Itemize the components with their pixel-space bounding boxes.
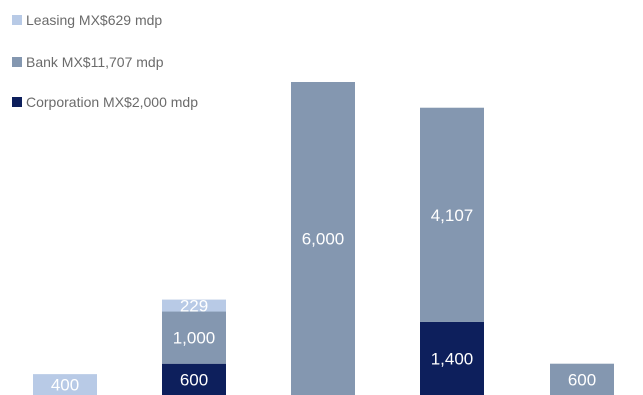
legend-label-bank: Bank MX$11,707 mdp [26, 54, 164, 70]
data-label-bank-5: 600 [568, 370, 596, 389]
chart-bars [33, 82, 614, 395]
legend-swatch-corporation [12, 97, 22, 107]
bar-bank-3 [291, 82, 355, 395]
data-label-bank-3: 6,000 [302, 230, 345, 249]
bar-corporation-4 [420, 321, 484, 395]
legend-label-leasing: Leasing MX$629 mdp [26, 12, 162, 28]
data-label-corporation-2: 600 [180, 370, 208, 389]
legend-swatch-bank [12, 57, 22, 67]
data-label-leasing-2: 229 [180, 297, 208, 316]
data-label-bank-4: 4,107 [431, 206, 474, 225]
bar-corporation-2 [162, 363, 226, 395]
bar-bank-4 [420, 107, 484, 322]
data-label-leasing-1: 400 [51, 376, 79, 395]
bar-leasing-1 [33, 374, 97, 395]
chart-data-labels: 400 600 1,000 229 6,000 1,400 4,107 600 [51, 206, 596, 395]
bar-bank-5 [550, 363, 614, 395]
bar-leasing-2 [162, 299, 226, 312]
data-label-bank-2: 1,000 [173, 329, 216, 348]
legend-label-corporation: Corporation MX$2,000 mdp [26, 94, 198, 110]
data-label-corporation-4: 1,400 [431, 349, 474, 368]
legend-swatch-leasing [12, 15, 22, 25]
chart-legend: Leasing MX$629 mdp Bank MX$11,707 mdp Corp… [12, 12, 198, 110]
bar-bank-2 [162, 311, 226, 364]
